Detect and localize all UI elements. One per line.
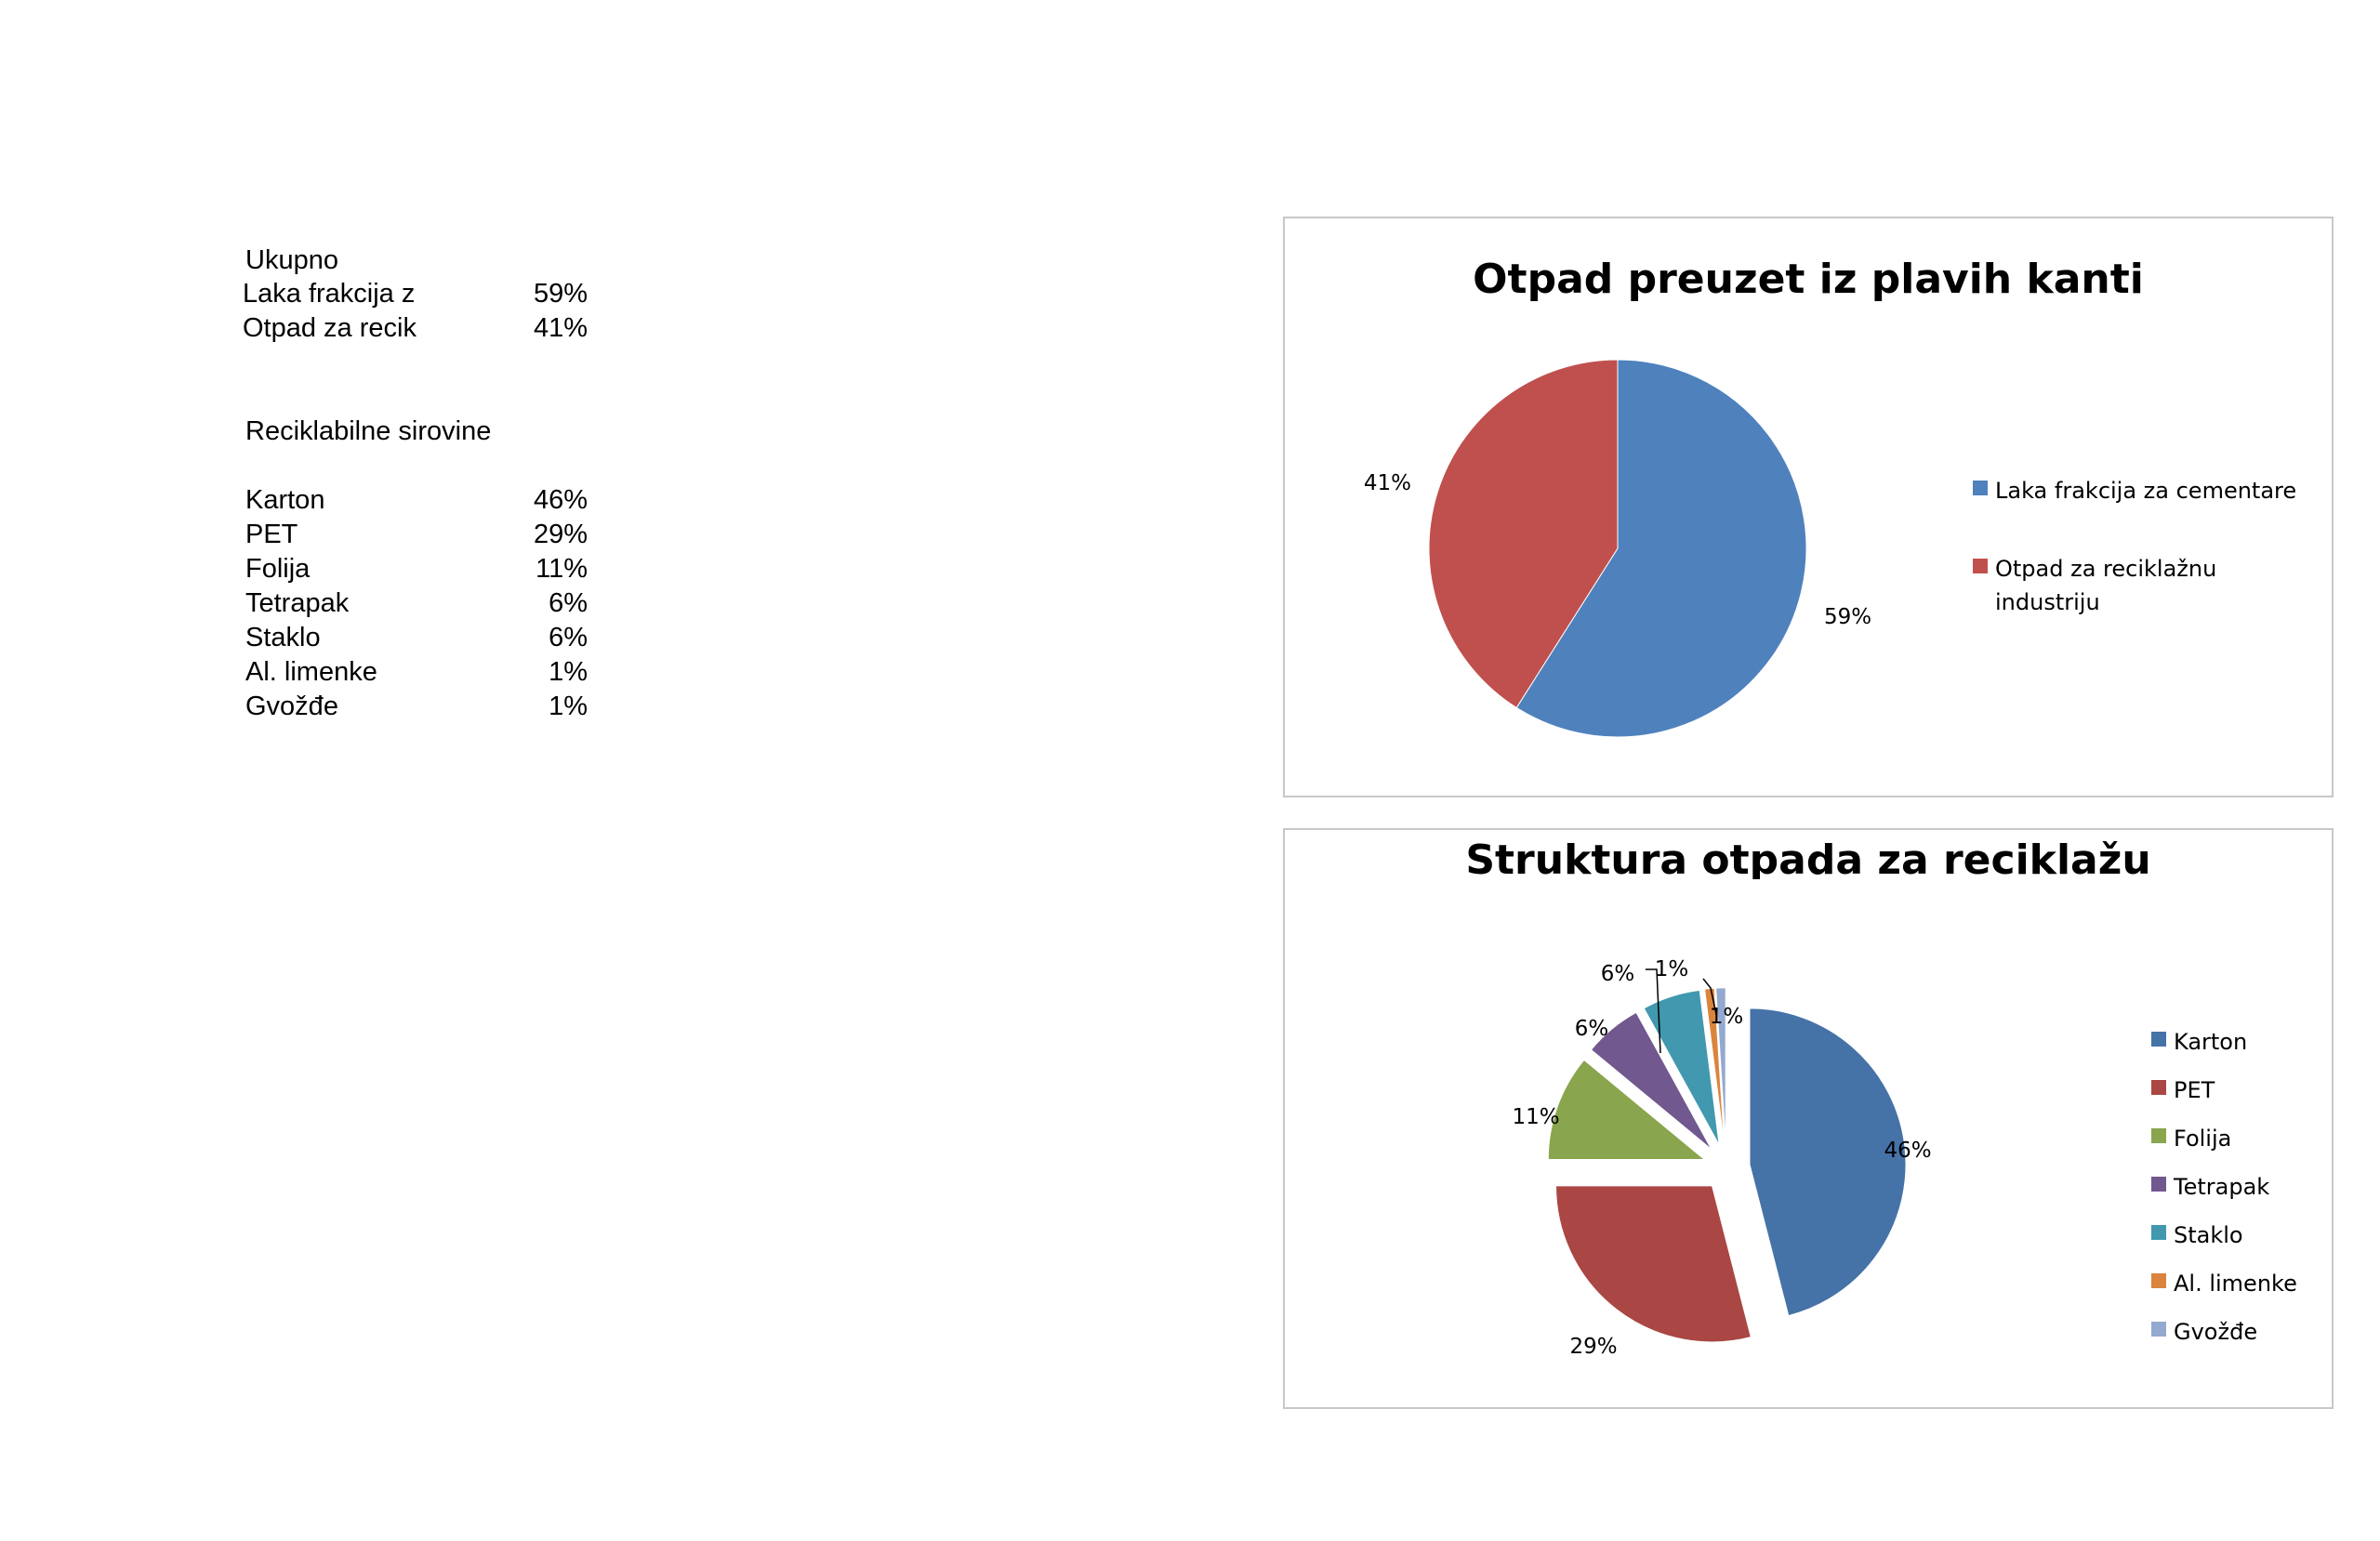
materials-heading: Reciklabilne sirovine (245, 416, 492, 446)
leader-line (1646, 968, 1661, 1054)
legend-item: PET (2151, 1073, 2215, 1107)
chart-title: Otpad preuzet iz plavih kanti (1473, 256, 2144, 303)
legend-swatch (2151, 1273, 2166, 1288)
legend-label: Gvožđe (2174, 1319, 2258, 1345)
legend-swatch (2151, 1128, 2166, 1143)
legend: Laka frakcija za cementare Otpad za recik… (1973, 474, 2326, 623)
chart-blue-bins[interactable]: Otpad preuzet iz plavih kanti 59% 41% Lak… (1283, 217, 2334, 797)
materials-row-value: 29% (533, 520, 588, 549)
materials-row-label: Tetrapak (245, 588, 350, 618)
legend-swatch (2151, 1177, 2166, 1192)
legend-item: Otpad za reciklažnu industriju (1973, 552, 2320, 619)
legend-label: Tetrapak (2174, 1174, 2270, 1200)
materials-row-value: 1% (549, 657, 588, 687)
legend-label: Laka frakcija za cementare (1995, 478, 2297, 504)
pie-slice-tetrapak[interactable] (1590, 1011, 1712, 1150)
materials-row-value: 11% (536, 554, 588, 584)
summary-row-value: 59% (533, 279, 588, 309)
legend-swatch (1973, 559, 1988, 573)
materials-row-label: Al. limenke (245, 657, 377, 687)
pie-plot: 46% 29% 11% 6% 6% 1% 1% (1512, 957, 1931, 1359)
pie-slice-karton[interactable] (1749, 1008, 1907, 1317)
summary-heading: Ukupno (245, 245, 338, 275)
chart-title: Struktura otpada za reciklažu (1465, 836, 2151, 879)
data-label: 11% (1512, 1105, 1559, 1129)
data-label: 6% (1601, 962, 1635, 986)
pie-slice-folija[interactable] (1547, 1059, 1706, 1160)
materials-row-label: Gvožđe (245, 691, 338, 721)
legend-item: Staklo (2151, 1218, 2243, 1252)
summary-row-value: 41% (533, 313, 588, 343)
legend-label: Otpad za reciklažnu industriju (1995, 556, 2217, 615)
data-label: 59% (1824, 605, 1871, 629)
materials-row-label: Staklo (245, 623, 321, 652)
legend-item: Gvožđe (2151, 1315, 2257, 1349)
materials-row-value: 6% (549, 623, 588, 652)
leader-line (1702, 978, 1718, 1020)
data-label: 46% (1884, 1139, 1931, 1163)
legend-item: Tetrapak (2151, 1170, 2269, 1204)
legend-swatch (2151, 1225, 2166, 1240)
materials-row-label: Folija (245, 554, 311, 584)
legend-item: Al. limenke (2151, 1267, 2297, 1300)
materials-row-label: PET (245, 520, 298, 549)
pie-slice-pet[interactable] (1555, 1185, 1752, 1343)
pie-slice-laka-frakcija-za-cementare[interactable] (1515, 359, 1807, 738)
data-label: 41% (1364, 471, 1411, 495)
data-label: 1% (1655, 957, 1689, 981)
legend-item: Karton (2151, 1025, 2247, 1059)
data-label: 29% (1569, 1335, 1617, 1359)
data-label: 1% (1710, 1005, 1744, 1029)
materials-row-value: 6% (549, 588, 588, 618)
legend-label: Folija (2174, 1126, 2232, 1152)
materials-row-value: 1% (549, 691, 588, 721)
legend-item: Folija (2151, 1122, 2231, 1155)
materials-row-label: Karton (245, 485, 325, 515)
legend-swatch (2151, 1032, 2166, 1047)
legend-swatch (2151, 1322, 2166, 1337)
pie-plot: 59% 41% (1364, 359, 1871, 738)
legend-swatch (2151, 1080, 2166, 1095)
chart-recycling-structure[interactable]: Struktura otpada za reciklažu 46% 29% 11% 6… (1283, 828, 2334, 1409)
pie-slice-gvozde[interactable] (1715, 987, 1726, 1144)
legend-item: Laka frakcija za cementare (1973, 474, 2296, 507)
summary-row-label: Laka frakcija z (243, 281, 416, 308)
legend-label: Karton (2174, 1029, 2248, 1055)
legend-label: Staklo (2174, 1222, 2243, 1248)
data-label: 6% (1575, 1017, 1609, 1041)
legend: Karton PET Folija Tetrapak Staklo Al. limenke… (2151, 1025, 2328, 1369)
legend-swatch (1973, 481, 1988, 495)
legend-label: Al. limenke (2174, 1271, 2297, 1297)
materials-row-value: 46% (533, 485, 588, 515)
pie-slice-staklo[interactable] (1643, 989, 1720, 1146)
summary-row-label: Otpad za recik (243, 315, 416, 342)
pie-slice-otpad-za-reciklaznu-industriju[interactable] (1428, 359, 1619, 709)
legend-label: PET (2174, 1077, 2215, 1103)
pie-slice-al-limenke[interactable] (1704, 987, 1726, 1144)
